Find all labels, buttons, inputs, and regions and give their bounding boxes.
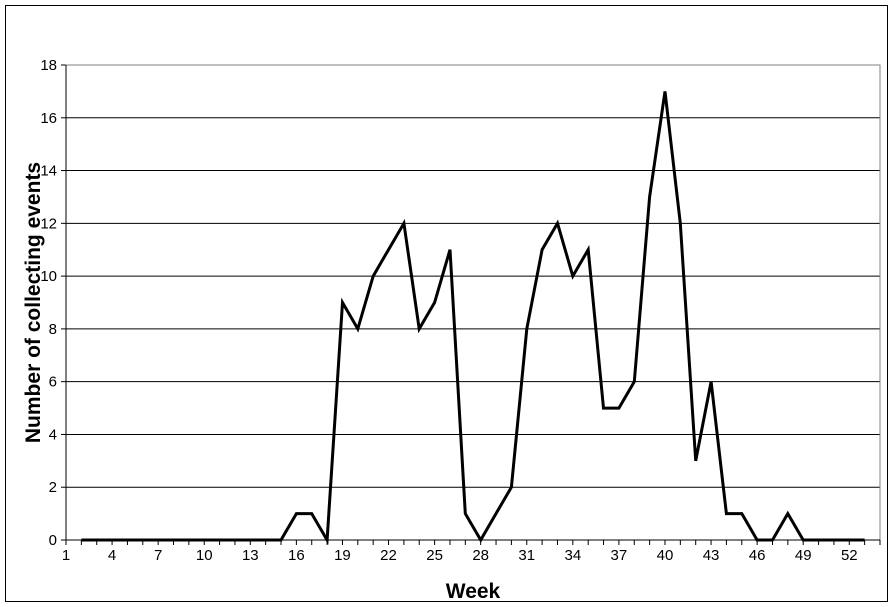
x-tick-label: 40	[657, 547, 674, 564]
y-tick-label: 16	[40, 110, 57, 127]
x-tick-label: 4	[108, 547, 116, 564]
axes	[65, 64, 881, 545]
x-tick-label: 19	[334, 547, 351, 564]
x-tick-label: 31	[518, 547, 535, 564]
x-tick-label: 28	[472, 547, 489, 564]
y-tick-label: 10	[40, 268, 57, 285]
y-tick-label: 0	[49, 532, 57, 549]
x-tick-label: 22	[380, 547, 397, 564]
y-tick-label: 14	[40, 163, 57, 180]
y-tick-label: 2	[49, 479, 57, 496]
y-tick-label: 6	[49, 374, 57, 391]
x-tick-label: 49	[795, 547, 812, 564]
gridlines	[61, 64, 880, 541]
series-line	[81, 91, 865, 545]
x-tick-label: 10	[196, 547, 213, 564]
series-layer	[81, 91, 865, 545]
x-tick-label: 13	[242, 547, 259, 564]
y-tick-label: 4	[49, 426, 57, 443]
chart-frame	[5, 5, 888, 602]
y-tick-label: 12	[40, 215, 57, 232]
plot-area	[65, 64, 881, 541]
x-tick-label: 52	[841, 547, 858, 564]
y-axis-title: Number of collecting events	[22, 162, 45, 443]
y-tick-label: 18	[40, 57, 57, 74]
x-tick-label: 46	[749, 547, 766, 564]
x-tick-label: 34	[564, 547, 581, 564]
x-tick-label: 7	[154, 547, 162, 564]
y-tick-labels: 0 2 4 6 8 10 12 14 16 18	[40, 57, 57, 549]
y-tick-label: 8	[49, 321, 57, 338]
x-tick-label: 37	[611, 547, 628, 564]
x-tick-label: 25	[426, 547, 443, 564]
x-axis-title: Week	[446, 580, 501, 603]
x-tick-label: 43	[703, 547, 720, 564]
x-tick-labels: 1 4 7 10 13 16 19 22 25 28 31 34 37 40 43 46 49 52	[62, 547, 858, 564]
x-tick-label: 16	[288, 547, 305, 564]
x-tick-label: 1	[62, 547, 70, 564]
